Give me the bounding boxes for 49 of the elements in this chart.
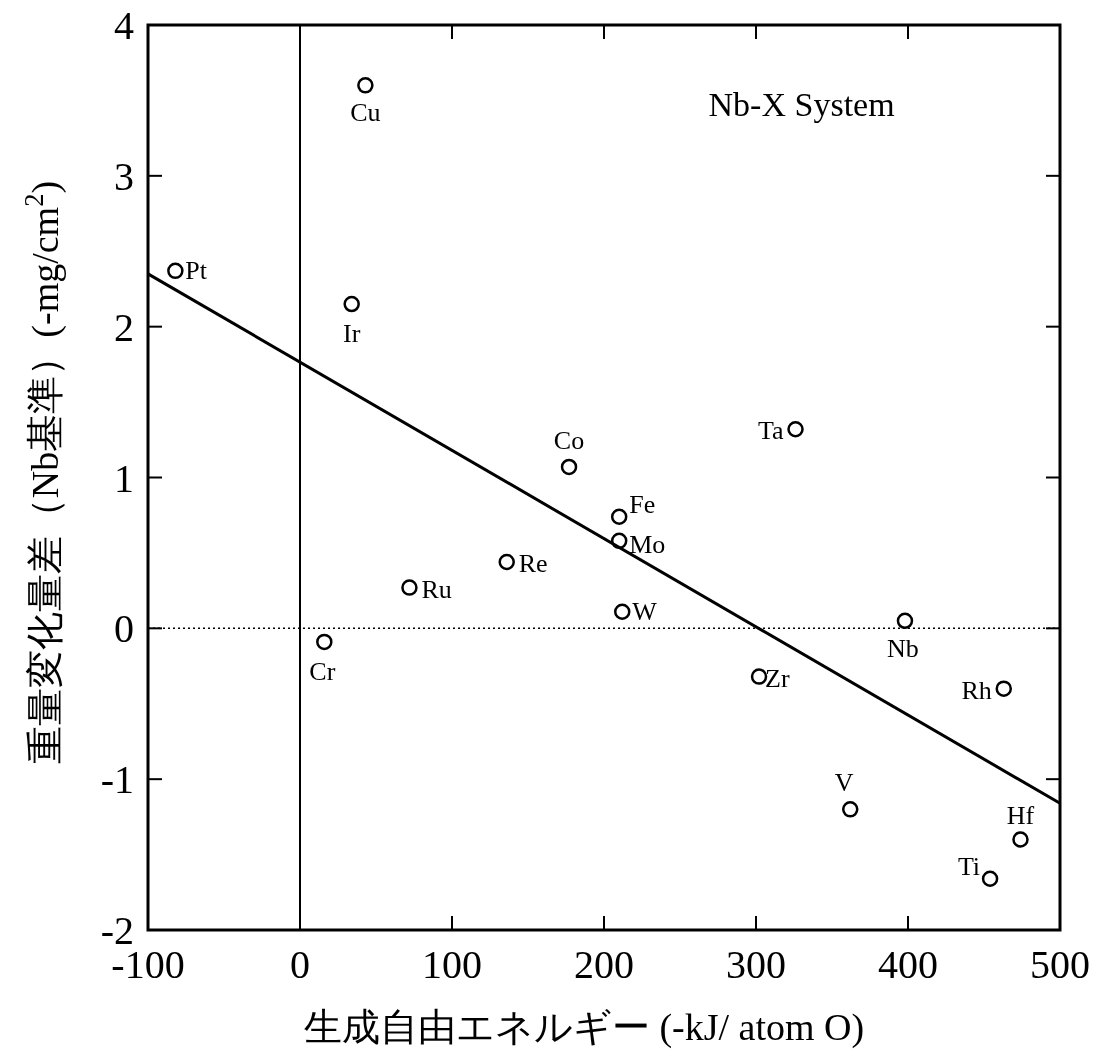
annotation: Cr [309,656,336,686]
x-tick-label: 500 [1030,942,1090,987]
y-tick-label: -1 [100,757,134,803]
point [841,801,859,818]
y-tick-label: 4 [114,3,134,48]
point [498,553,515,571]
point [995,680,1013,697]
annotation: Ru [421,574,452,604]
annotation: Hf [1006,800,1035,830]
point [896,612,914,630]
annotation: Pt [185,255,208,285]
point [560,458,578,476]
point [610,532,628,550]
y-tick-label: -2 [100,908,134,953]
annotation: Rh [961,675,992,705]
point [1012,831,1029,848]
point [167,262,184,280]
annotation: Re [518,548,548,578]
point [343,295,360,313]
point [981,870,999,887]
point [316,633,333,651]
x-axis-title: 生成自由エネルギー (-kJ/ atom O) [303,1006,865,1049]
x-tick-label: 400 [878,942,938,987]
annotation: Co [553,425,585,455]
annotation: Ti [957,851,981,881]
y-tick-label: 0 [114,606,134,652]
annotation: Fe [629,489,656,519]
annotation: V [834,768,854,798]
annotation: Nb [887,633,919,663]
annotation: Zr [765,663,790,693]
x-tick-label: 100 [422,942,482,987]
point [613,603,631,620]
point [750,668,768,685]
y-tick-label: 1 [114,455,134,501]
x-tick-label: 300 [726,942,786,987]
point [357,77,374,94]
annotation: Ir [343,319,361,349]
x-tick-label: 200 [574,942,634,987]
annotation: Mo [629,529,666,559]
y-tick-label: 3 [114,153,134,199]
annotation: Ta [757,416,784,446]
annotation: W [632,596,658,626]
point [401,579,418,596]
annotation: Cu [350,98,381,128]
point [787,420,804,438]
point [610,508,628,525]
y-tick-label: 2 [114,304,134,350]
x-tick-label: 0 [290,942,310,987]
text: Nb-X System [708,85,895,123]
